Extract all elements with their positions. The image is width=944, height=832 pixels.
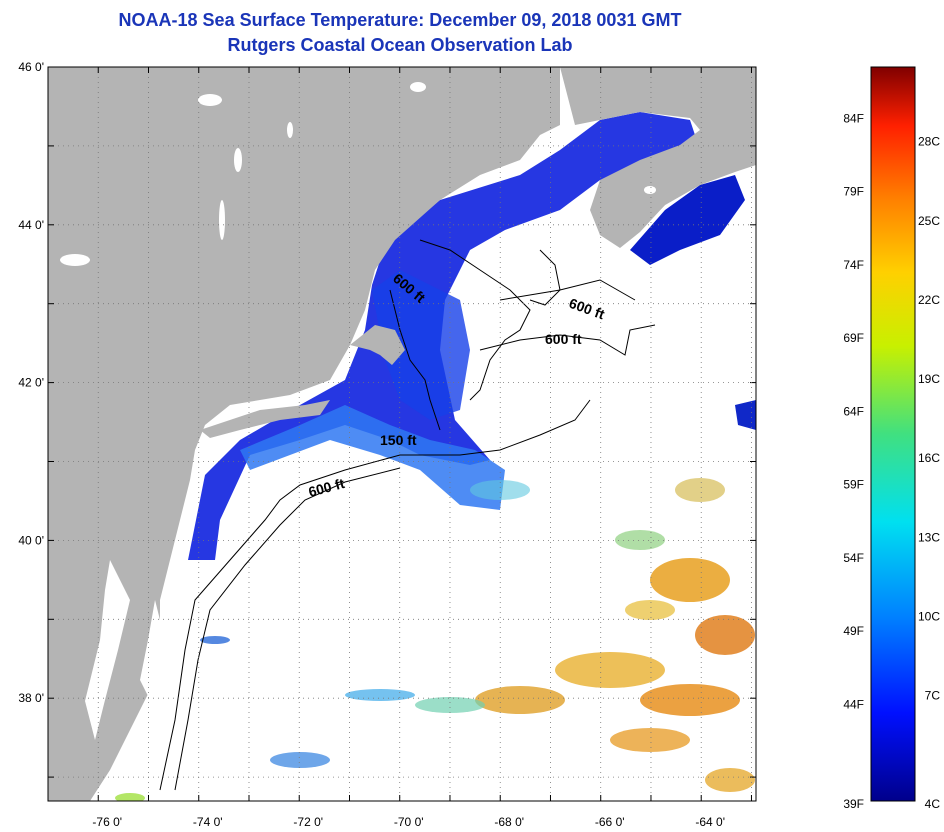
lon-label: -76 0': [92, 815, 122, 829]
colorbar-c-label: 16C: [918, 451, 940, 465]
lat-label: 38 0': [18, 691, 44, 705]
colorbar-f-label: 44F: [843, 697, 864, 711]
contour-label: 150 ft: [380, 432, 417, 448]
gulf-maine-water: [372, 270, 470, 420]
lon-label: -70 0': [394, 815, 424, 829]
cool-water-band: [240, 405, 505, 510]
map-subtitle: Rutgers Coastal Ocean Observation Lab: [227, 35, 573, 55]
lat-label: 42 0': [18, 376, 44, 390]
colorbar-f-label: 84F: [843, 111, 864, 125]
colorbar-c-label: 22C: [918, 293, 940, 307]
colorbar: [870, 66, 916, 802]
lon-label: -66 0': [595, 815, 625, 829]
colorbar-c-label: 19C: [918, 372, 940, 386]
contour-label: 600 ft: [545, 331, 582, 347]
colorbar-f-label: 49F: [843, 624, 864, 638]
cape-cod: [350, 325, 405, 365]
inland-water: [60, 82, 656, 740]
colorbar-f-label: 39F: [843, 797, 864, 811]
lon-label: -64 0': [695, 815, 725, 829]
map-title: NOAA-18 Sea Surface Temperature: Decembe…: [118, 10, 682, 30]
bay-water: [735, 400, 756, 430]
lon-label: -74 0': [193, 815, 223, 829]
colorbar-labels: 84F 79F 74F 69F 64F 59F 54F 49F 44F 39F 28C 25C 22C 1…: [843, 111, 940, 811]
lat-label: 40 0': [18, 533, 44, 547]
colorbar-c-label: 7C: [925, 689, 941, 703]
map-area: [48, 67, 756, 801]
lon-label: -72 0': [293, 815, 323, 829]
colorbar-f-label: 79F: [843, 185, 864, 199]
colorbar-c-label: 10C: [918, 609, 940, 623]
colorbar-c-label: 25C: [918, 214, 940, 228]
colorbar-f-label: 64F: [843, 404, 864, 418]
nova-scotia: [592, 135, 756, 248]
scotian-shelf-water: [630, 175, 745, 265]
long-island: [200, 400, 330, 438]
lat-label: 44 0': [18, 218, 44, 232]
colorbar-f-label: 54F: [843, 551, 864, 565]
colorbar-f-label: 69F: [843, 331, 864, 345]
bathymetry-contours: [159, 239, 656, 791]
colorbar-c-label: 13C: [918, 530, 940, 544]
us-mainland: [48, 67, 560, 801]
colorbar-c-label: 4C: [925, 797, 941, 811]
map-frame: 46 0'44 0'42 0'40 0'38 0'36 0'-76 0'-74 …: [18, 60, 757, 829]
warm-water-patches: [115, 478, 755, 801]
lon-label: -68 0': [494, 815, 524, 829]
colorbar-c-label: 28C: [918, 135, 940, 149]
lat-label: 46 0': [18, 60, 44, 74]
map-border: [47, 66, 757, 802]
colorbar-f-label: 74F: [843, 258, 864, 272]
colorbar-f-label: 59F: [843, 478, 864, 492]
